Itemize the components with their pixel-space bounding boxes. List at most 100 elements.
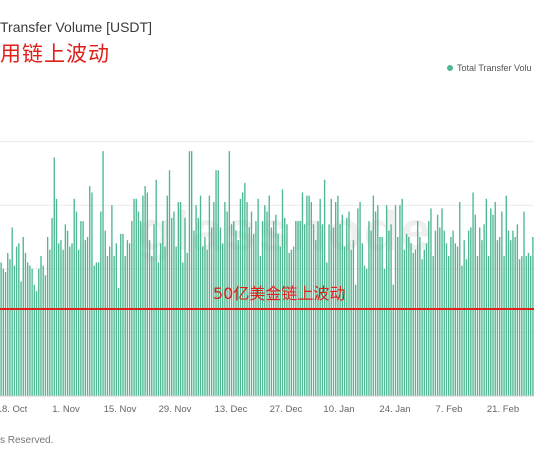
- bar-11: [24, 252, 27, 396]
- bar-221: [490, 208, 492, 396]
- bar-82: [182, 262, 184, 396]
- bar-58: [128, 243, 131, 396]
- bar-56: [124, 256, 126, 396]
- bar-55: [122, 233, 124, 396]
- bar-28: [62, 249, 64, 396]
- bar-220: [487, 256, 490, 396]
- bar-102: [226, 211, 228, 396]
- bar-33: [73, 198, 75, 396]
- bar-138: [306, 195, 308, 396]
- bar-98: [217, 170, 219, 396]
- bar-87: [193, 230, 195, 396]
- bar-119: [264, 205, 266, 396]
- bar-53: [117, 287, 120, 396]
- bar-42: [93, 265, 95, 396]
- bar-180: [399, 205, 401, 396]
- bar-34: [75, 211, 78, 396]
- bar-110: [244, 182, 246, 396]
- bar-213: [472, 192, 474, 396]
- bar-23: [51, 217, 53, 396]
- bar-124: [275, 214, 277, 396]
- bar-99: [219, 227, 222, 396]
- bar-218: [483, 224, 485, 396]
- bar-2: [4, 271, 7, 396]
- bar-74: [164, 246, 166, 396]
- bar-81: [179, 202, 182, 396]
- bar-38: [84, 240, 86, 396]
- bar-171: [379, 237, 381, 396]
- bar-136: [301, 192, 304, 396]
- bar-104: [230, 224, 233, 396]
- bar-141: [312, 224, 315, 396]
- bar-131: [290, 249, 293, 396]
- bar-201: [445, 243, 448, 396]
- bar-64: [142, 195, 144, 396]
- bar-15: [33, 284, 36, 396]
- bar-1: [2, 268, 5, 396]
- bar-39: [86, 237, 89, 396]
- bar-8: [18, 243, 20, 396]
- bar-4: [9, 259, 11, 396]
- bar-30: [66, 230, 69, 396]
- bar-106: [235, 230, 237, 396]
- bar-52: [115, 243, 118, 396]
- bar-92: [204, 237, 206, 396]
- bar-3: [7, 252, 9, 396]
- bar-27: [60, 240, 62, 396]
- bar-140: [310, 202, 312, 396]
- bar-5: [11, 227, 13, 396]
- bar-163: [361, 243, 363, 396]
- bar-19: [42, 265, 44, 396]
- bar-12: [27, 262, 29, 396]
- bar-21: [46, 237, 49, 396]
- x-tick-label-8: 7. Feb: [436, 404, 463, 415]
- bar-179: [397, 237, 399, 396]
- bar-147: [326, 262, 328, 396]
- bar-111: [246, 202, 248, 396]
- bar-235: [521, 256, 523, 396]
- bar-88: [195, 205, 197, 396]
- bar-43: [95, 262, 98, 396]
- x-tick-label-5: 27. Dec: [270, 404, 303, 415]
- bar-113: [250, 211, 253, 396]
- bar-160: [354, 284, 357, 396]
- bar-211: [467, 230, 470, 396]
- bar-156: [346, 217, 348, 396]
- bar-225: [498, 237, 501, 396]
- legend[interactable]: Total Transfer Volu: [447, 63, 532, 73]
- bar-107: [237, 240, 239, 396]
- bar-148: [328, 224, 330, 396]
- bar-122: [270, 227, 273, 396]
- bar-237: [525, 256, 527, 396]
- bar-10: [22, 237, 24, 396]
- bar-145: [321, 224, 324, 396]
- bar-61: [135, 198, 137, 396]
- bar-231: [512, 230, 514, 396]
- bar-35: [77, 249, 80, 396]
- bar-222: [492, 214, 494, 396]
- bar-215: [476, 256, 479, 396]
- bar-161: [357, 208, 359, 396]
- bar-50: [111, 205, 113, 396]
- bar-62: [137, 211, 140, 396]
- bar-139: [308, 195, 310, 396]
- bar-24: [53, 157, 55, 396]
- bar-184: [408, 237, 410, 396]
- bar-224: [496, 240, 499, 396]
- bar-65: [144, 186, 146, 396]
- bar-239: [529, 256, 532, 396]
- bar-240: [532, 237, 534, 396]
- bar-176: [390, 224, 392, 396]
- bar-158: [350, 249, 352, 396]
- bar-94: [208, 195, 211, 396]
- bar-173: [383, 268, 386, 396]
- bar-212: [470, 227, 472, 396]
- bar-70: [155, 179, 157, 396]
- bar-9: [20, 281, 22, 396]
- bar-103: [228, 151, 231, 396]
- bar-76: [168, 170, 171, 396]
- bar-126: [279, 246, 281, 396]
- bar-151: [335, 202, 337, 396]
- bar-80: [177, 202, 180, 396]
